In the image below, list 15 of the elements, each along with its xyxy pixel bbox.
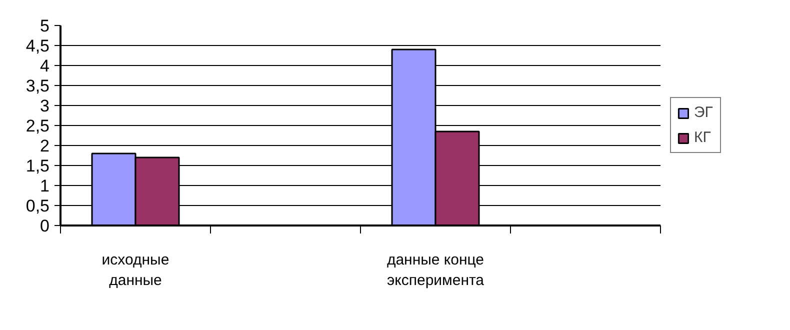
y-tick-label: 4,5 [26, 36, 50, 56]
y-tick-label: 1 [40, 176, 50, 196]
y-tick-label: 1,5 [26, 156, 50, 176]
y-tick-label: 2 [40, 136, 50, 156]
legend-label: ЭГ [694, 104, 714, 121]
legend-label: КГ [694, 129, 712, 146]
y-tick-label: 0 [40, 216, 50, 236]
y-tick-label: 4 [40, 56, 50, 76]
y-tick-label: 5 [40, 16, 50, 36]
y-tick-label: 0,5 [26, 196, 50, 216]
y-tick-label: 3 [40, 96, 50, 116]
x-tick-label: исходные данные [102, 252, 170, 289]
x-tick-label: данные конце эксперимента [386, 252, 485, 289]
y-tick-label: 3,5 [26, 76, 50, 96]
y-tick-label: 2,5 [26, 116, 50, 136]
